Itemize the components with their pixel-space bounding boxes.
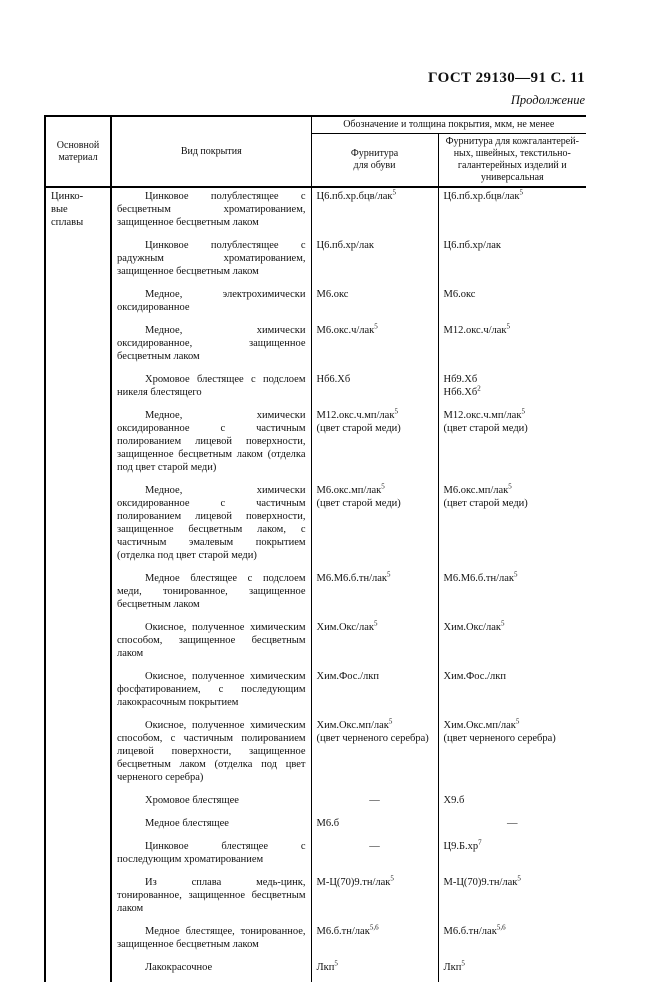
footwear-designation-cell: М6.окс.ч/лак5 (310, 322, 438, 371)
table-row: Цинко-вые сплавы Цинковое полублестящее с … (44, 187, 587, 237)
coating-type-cell: Цинковое блестящее с последующим хромати… (110, 838, 311, 874)
continuation-note: Продолжение (510, 93, 585, 107)
haberdashery-designation-cell: М12.окс.ч.мп/лак5 (цвет старой меди) (437, 407, 587, 482)
table-row: Медное блестящее с подслоем меди, тониро… (44, 570, 587, 619)
haberdashery-designation-cell: Хим.Фос./лкп (437, 668, 587, 717)
haberdashery-designation-cell: М12.окс.ч/лак5 (437, 322, 587, 371)
haberdashery-designation-cell: Х9.б (437, 792, 587, 815)
coatings-table: Основной материал Вид покрытия Обозначен… (44, 115, 587, 982)
footwear-designation-cell: — (310, 838, 438, 874)
coatings-table-header: Основной материал Вид покрытия Обозначен… (44, 115, 587, 188)
table-row: Окисное, полученное химическим способом,… (44, 717, 587, 792)
coating-type-cell: Медное, химически оксидированное с части… (110, 407, 311, 482)
coating-type-cell: Медное блестящее (110, 815, 311, 838)
haberdashery-designation-cell: Хим.Окс.мп/лак5 (цвет черненого серебра) (437, 717, 587, 792)
table-row: Окисное, полученное химическим способом,… (44, 619, 587, 668)
base-material-cell (44, 237, 111, 286)
footwear-designation-cell: М12.окс.ч.мп/лак5 (цвет старой меди) (310, 407, 438, 482)
table-row: Медное, химически оксидированное с части… (44, 482, 587, 570)
header-row-top: Основной материал Вид покрытия Обозначен… (44, 115, 587, 188)
haberdashery-designation-cell: М-Ц(70)9.тн/лак5 (437, 874, 587, 923)
haberdashery-designation-cell: Лкп5 (437, 959, 587, 982)
footwear-designation-cell: Хим.Окс/лак5 (310, 619, 438, 668)
table-row: Из сплава медь-цинк, тонированное, защищ… (44, 874, 587, 923)
column-header-base-material: Основной материал (44, 115, 111, 188)
haberdashery-designation-cell: М6.окс.мп/лак5 (цвет старой меди) (437, 482, 587, 570)
coatings-table-body: Цинко-вые сплавы Цинковое полублестящее с … (44, 187, 587, 982)
table-row: Хромовое блестящее с подслоем никеля бле… (44, 371, 587, 407)
base-material-cell (44, 838, 111, 874)
haberdashery-designation-cell: М6.М6.б.тн/лак5 (437, 570, 587, 619)
footwear-designation-cell: Нб6.Хб (310, 371, 438, 407)
haberdashery-designation-cell: Нб9.Хб Нб6.Хб2 (437, 371, 587, 407)
haberdashery-designation-cell: Ц9.Б.хр7 (437, 838, 587, 874)
footwear-designation-cell: Хим.Окс.мп/лак5 (цвет черненого серебра) (310, 717, 438, 792)
table-row: Медное блестящее, тонированное, защищенн… (44, 923, 587, 959)
footwear-designation-cell: М6.окс (310, 286, 438, 322)
footwear-designation-cell: М-Ц(70)9.тн/лак5 (310, 874, 438, 923)
haberdashery-designation-cell: М6.окс (437, 286, 587, 322)
haberdashery-designation-cell: Ц6.пб.хр.бцв/лак5 (437, 187, 587, 237)
footwear-designation-cell: М6.М6.б.тн/лак5 (310, 570, 438, 619)
base-material-cell (44, 923, 111, 959)
base-material-cell (44, 286, 111, 322)
table-row: Медное блестящее М6.б — (44, 815, 587, 838)
coating-type-cell: Медное блестящее, тонированное, защищенн… (110, 923, 311, 959)
base-material-cell (44, 717, 111, 792)
column-header-coating-type: Вид покрытия (110, 115, 311, 188)
coating-type-cell: Лакокрасочное (110, 959, 311, 982)
footwear-designation-cell: — (310, 792, 438, 815)
table-row: Окисное, полученное химическим фосфатиро… (44, 668, 587, 717)
footwear-designation-cell: Ц6.пб.хр.бцв/лак5 (310, 187, 438, 237)
haberdashery-designation-cell: Хим.Окс/лак5 (437, 619, 587, 668)
table-row: Медное, электрохимически оксидированное М… (44, 286, 587, 322)
table-row: Хромовое блестящее — Х9.б (44, 792, 587, 815)
base-material-cell: Цинко-вые сплавы (44, 187, 111, 237)
coating-type-cell: Цинковое полублестящее с бесцветным хром… (110, 187, 311, 237)
base-material-cell (44, 668, 111, 717)
base-material-cell (44, 959, 111, 982)
coating-type-cell: Окисное, полученное химическим способом,… (110, 717, 311, 792)
column-header-haberdashery: Фурнитура для кожгалантерей-ных, швейных… (437, 133, 587, 188)
coating-type-cell: Хромовое блестящее (110, 792, 311, 815)
base-material-cell (44, 815, 111, 838)
footwear-designation-cell: Хим.Фос./лкп (310, 668, 438, 717)
coating-type-cell: Из сплава медь-цинк, тонированное, защищ… (110, 874, 311, 923)
base-material-cell (44, 570, 111, 619)
footwear-designation-cell: М6.окс.мп/лак5 (цвет старой меди) (310, 482, 438, 570)
table-row: Медное, химически оксидированное, защище… (44, 322, 587, 371)
footwear-designation-cell: М6.б.тн/лак5,6 (310, 923, 438, 959)
column-header-footwear: Фурнитура для обуви (310, 133, 438, 188)
document-page: { "page": { "doc_ref": "ГОСТ 29130—91 С.… (44, 70, 587, 982)
header-row-sub: Фурнитура для обуви Фурнитура для кожгала… (45, 133, 587, 188)
coating-type-cell: Окисное, полученное химическим способом,… (110, 619, 311, 668)
page-content: ГОСТ 29130—91 С. 11 Продолжение Основной… (44, 0, 587, 982)
coating-type-cell: Окисное, полученное химическим фосфатиро… (110, 668, 311, 717)
haberdashery-designation-cell: М6.б.тн/лак5,6 (437, 923, 587, 959)
footwear-designation-cell: М6.б (310, 815, 438, 838)
coating-type-cell: Цинковое полублестящее с радужным хромат… (110, 237, 311, 286)
table-row: Цинковое полублестящее с радужным хромат… (44, 237, 587, 286)
base-material-cell (44, 482, 111, 570)
column-header-designation-span: Обозначение и толщина покрытия, мкм, не … (310, 115, 587, 134)
table-row: Медное, химически оксидированное с части… (44, 407, 587, 482)
coating-type-cell: Медное, электрохимически оксидированное (110, 286, 311, 322)
base-material-cell (44, 792, 111, 815)
table-row: Лакокрасочное Лкп5 Лкп5 (44, 959, 587, 982)
haberdashery-designation-cell: — (437, 815, 587, 838)
coating-type-cell: Медное, химически оксидированное, защище… (110, 322, 311, 371)
coating-type-cell: Медное блестящее с подслоем меди, тониро… (110, 570, 311, 619)
table-row: Цинковое блестящее с последующим хромати… (44, 838, 587, 874)
base-material-cell (44, 619, 111, 668)
footwear-designation-cell: Ц6.пб.хр/лак (310, 237, 438, 286)
coating-type-cell: Хромовое блестящее с подслоем никеля бле… (110, 371, 311, 407)
coating-type-cell: Медное, химически оксидированное с части… (110, 482, 311, 570)
footwear-designation-cell: Лкп5 (310, 959, 438, 982)
base-material-cell (44, 322, 111, 371)
base-material-cell (44, 371, 111, 407)
haberdashery-designation-cell: Ц6.пб.хр/лак (437, 237, 587, 286)
base-material-cell (44, 407, 111, 482)
base-material-cell (44, 874, 111, 923)
doc-reference: ГОСТ 29130—91 С. 11 (428, 70, 585, 86)
